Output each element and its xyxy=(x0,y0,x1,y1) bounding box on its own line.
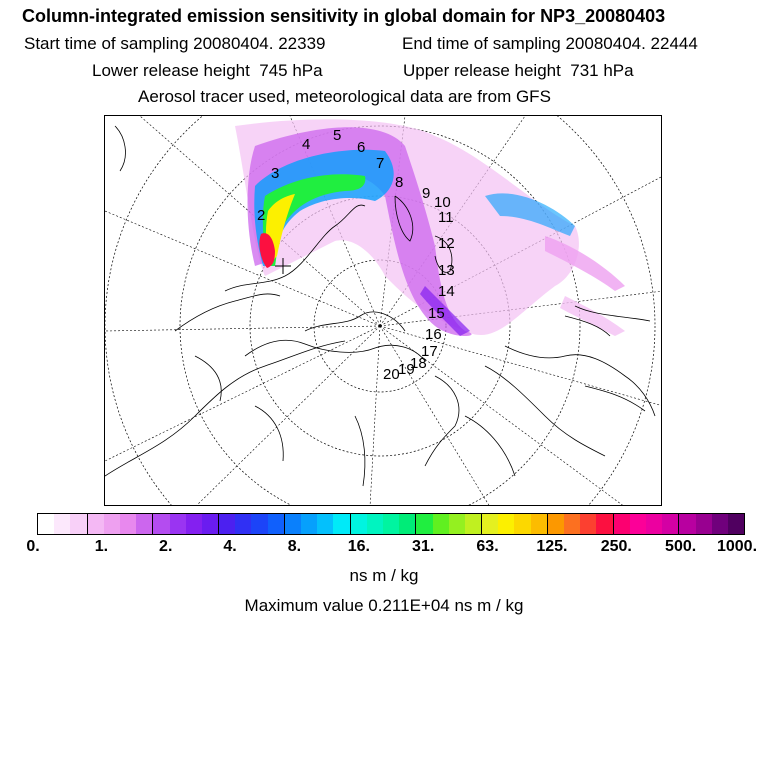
colorbar-segment xyxy=(711,514,728,534)
colorbar-segment xyxy=(645,514,663,534)
colorbar-segment xyxy=(267,514,284,534)
colorbar-segment xyxy=(464,514,482,534)
release-marker xyxy=(275,258,291,274)
colorbar-tick-label: 0. xyxy=(26,538,40,555)
traj-label-9: 9 xyxy=(422,185,430,202)
colorbar-tick-label: 1000. xyxy=(716,538,758,555)
colorbar-segment xyxy=(251,514,268,534)
traj-label-3: 3 xyxy=(271,165,279,182)
colorbar-segment xyxy=(580,514,597,534)
traj-label-19: 19 xyxy=(398,361,415,378)
colorbar-segment xyxy=(612,514,630,534)
colorbar-segment xyxy=(546,514,564,534)
traj-label-15: 15 xyxy=(428,305,445,322)
colorbar-tick-label: 125. xyxy=(536,538,568,555)
colorbar-segment xyxy=(366,514,383,534)
traj-label-16: 16 xyxy=(425,326,442,343)
traj-label-14: 14 xyxy=(438,283,455,300)
end-time-text: End time of sampling 20080404. 22444 xyxy=(402,34,698,53)
colorbar-tick-label: 4. xyxy=(223,538,237,555)
traj-label-7: 7 xyxy=(376,155,384,172)
coastlines xyxy=(105,125,656,487)
colorbar-tick-label: 2. xyxy=(159,538,173,555)
colorbar-segment xyxy=(86,514,104,534)
colorbar-segment xyxy=(662,514,679,534)
colorbar-segment xyxy=(514,514,531,534)
colorbar-segment xyxy=(317,514,334,534)
colorbar-segment xyxy=(629,514,646,534)
traj-label-11: 11 xyxy=(438,209,454,226)
colorbar-segment xyxy=(218,514,236,534)
traj-label-10: 10 xyxy=(434,194,451,211)
colorbar-tick-label: 1. xyxy=(94,538,109,555)
colorbar-segment xyxy=(235,514,252,534)
colorbar-segment xyxy=(185,514,202,534)
colorbar-segment xyxy=(103,514,120,534)
traj-label-17: 17 xyxy=(421,343,438,360)
colorbar-tick-label: 63. xyxy=(476,538,499,555)
lower-release-text: Lower release height 745 hPa xyxy=(92,61,323,80)
colorbar-segment xyxy=(448,514,465,534)
colorbar-segment xyxy=(399,514,416,534)
colorbar-tick-label: 31. xyxy=(412,538,435,555)
colorbar-segment xyxy=(382,514,400,534)
colorbar-segment xyxy=(283,514,301,534)
colorbar-segment xyxy=(169,514,186,534)
colorbar-unit: ns m / kg xyxy=(349,566,419,585)
map-panel: 2 3 4 5 6 7 8 9 10 11 12 13 14 15 16 17 … xyxy=(104,115,662,506)
colorbar-tick-label: 16. xyxy=(347,538,370,555)
traj-label-5: 5 xyxy=(333,127,341,144)
start-time-text: Start time of sampling 20080404. 22339 xyxy=(24,34,326,53)
colorbar-segment xyxy=(54,514,71,534)
colorbar-segment xyxy=(695,514,712,534)
colorbar xyxy=(37,513,745,535)
tracer-note-text: Aerosol tracer used, meteorological data… xyxy=(138,87,551,106)
colorbar-segment xyxy=(333,514,350,534)
colorbar-segment xyxy=(301,514,318,534)
colorbar-segment xyxy=(596,514,613,534)
traj-label-4: 4 xyxy=(302,136,310,153)
traj-label-13: 13 xyxy=(438,262,455,279)
upper-release-text: Upper release height 731 hPa xyxy=(403,61,634,80)
colorbar-segment xyxy=(201,514,219,534)
colorbar-segment xyxy=(415,514,433,534)
colorbar-segment xyxy=(432,514,449,534)
colorbar-segment xyxy=(481,514,499,534)
colorbar-segment xyxy=(530,514,547,534)
traj-label-18: 18 xyxy=(410,355,427,372)
emission-plume xyxy=(235,119,625,336)
plot-title: Column-integrated emission sensitivity i… xyxy=(22,6,666,26)
colorbar-segment xyxy=(349,514,367,534)
traj-label-6: 6 xyxy=(357,139,365,156)
colorbar-segment xyxy=(38,514,55,534)
colorbar-segment xyxy=(136,514,153,534)
colorbar-tick-labels: 0. 1. 2. 4. 8. 16. 31. 63. 125. 250. 500. 1000. xyxy=(0,538,768,558)
colorbar-segment xyxy=(678,514,696,534)
colorbar-tick-label: 500. xyxy=(665,538,697,555)
colorbar-tick-label: 8. xyxy=(287,538,302,555)
trajectory-labels: 2 3 4 5 6 7 8 9 10 11 12 13 14 15 16 17 … xyxy=(257,127,455,383)
colorbar-segment xyxy=(70,514,87,534)
max-value-text: Maximum value 0.211E+04 ns m / kg xyxy=(244,596,524,615)
map-canvas: 2 3 4 5 6 7 8 9 10 11 12 13 14 15 16 17 … xyxy=(105,116,661,505)
traj-label-20: 20 xyxy=(383,366,400,383)
colorbar-segment xyxy=(564,514,581,534)
colorbar-segment xyxy=(152,514,170,534)
traj-label-12: 12 xyxy=(438,235,455,252)
traj-label-8: 8 xyxy=(395,174,403,191)
colorbar-segment xyxy=(498,514,515,534)
colorbar-segment xyxy=(727,514,745,534)
colorbar-segment xyxy=(119,514,137,534)
traj-label-2: 2 xyxy=(257,207,265,224)
colorbar-tick-label: 250. xyxy=(600,538,632,555)
